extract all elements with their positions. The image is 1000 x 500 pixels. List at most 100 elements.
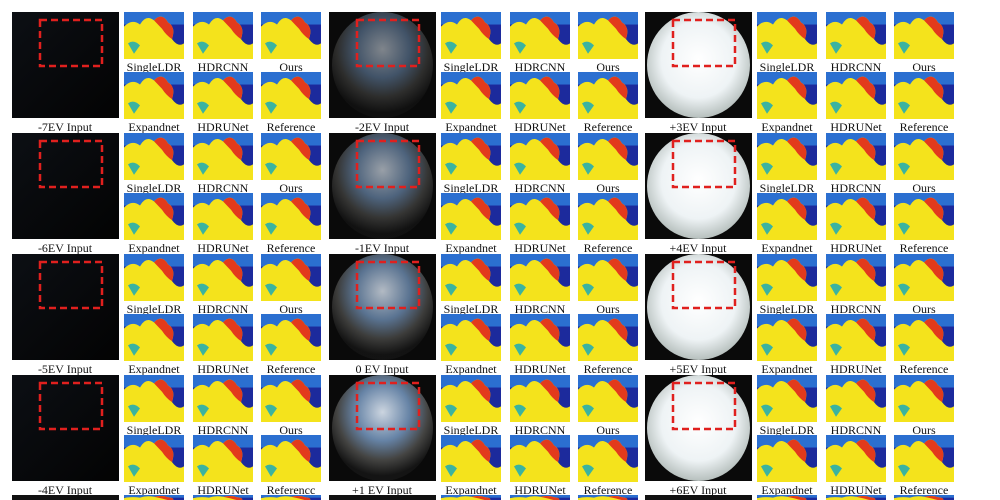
method-label: Ours [912,423,936,437]
method-label: Expandnet [761,483,813,497]
input-label: +5EV Input [670,362,728,376]
result-heatmap [261,254,321,301]
input-label: -7EV Input [38,120,93,134]
method-label: Expandnet [761,362,813,376]
method-label: SingleLDR [127,60,182,74]
input-label: -1EV Input [355,241,410,255]
result-heatmap [757,193,817,240]
method-label: Ours [279,302,303,316]
method-label: SingleLDR [444,423,499,437]
result-heatmap [261,375,321,422]
method-label: Reference [900,362,949,376]
result-heatmap [193,12,253,59]
method-label: SingleLDR [760,423,815,437]
result-heatmap [441,254,501,301]
result-heatmap [193,435,253,482]
result-heatmap [894,133,954,180]
method-label: Expandnet [445,483,497,497]
method-label: HDRCNN [831,302,882,316]
result-heatmap [757,495,817,500]
result-heatmap [894,72,954,119]
result-heatmap [826,314,886,361]
method-label: HDRCNN [831,423,882,437]
method-label: Ours [596,423,620,437]
input-label: -5EV Input [38,362,93,376]
crop-box [38,18,104,68]
result-heatmap [510,133,570,180]
result-heatmap [441,72,501,119]
method-label: SingleLDR [127,423,182,437]
method-label: SingleLDR [760,60,815,74]
input-label: +4EV Input [670,241,728,255]
result-heatmap [124,12,184,59]
input-image [12,495,119,500]
crop-box [671,260,737,310]
method-label: HDRCNN [515,60,566,74]
result-heatmap [510,254,570,301]
input-label: -4EV Input [38,483,93,497]
result-heatmap [193,72,253,119]
crop-box [671,139,737,189]
method-label: Reference [267,362,316,376]
result-heatmap [510,193,570,240]
method-label: HDRUNet [197,362,249,376]
method-label: HDRCNN [198,302,249,316]
result-heatmap [441,12,501,59]
result-heatmap [441,435,501,482]
result-heatmap [826,193,886,240]
result-heatmap [261,314,321,361]
input-label: -6EV Input [38,241,93,255]
result-heatmap [261,133,321,180]
result-heatmap [261,193,321,240]
crop-box [355,18,421,68]
input-label: 0 EV Input [355,362,409,376]
result-heatmap [261,495,321,500]
method-label: HDRUNet [830,362,882,376]
method-label: Reference [584,120,633,134]
method-label: Ours [596,181,620,195]
method-label: Ours [912,60,936,74]
result-heatmap [261,72,321,119]
method-label: HDRCNN [515,423,566,437]
method-label: HDRCNN [515,302,566,316]
method-label: HDRUNet [514,120,566,134]
result-heatmap [261,435,321,482]
result-heatmap [826,72,886,119]
method-label: SingleLDR [760,302,815,316]
result-heatmap [441,375,501,422]
result-heatmap [261,12,321,59]
result-heatmap [510,495,570,500]
result-heatmap [441,314,501,361]
result-heatmap [441,495,501,500]
method-label: Reference [267,120,316,134]
method-label: Ours [912,181,936,195]
result-heatmap [510,314,570,361]
result-heatmap [124,435,184,482]
input-label: +1 EV Input [352,483,413,497]
result-heatmap [894,314,954,361]
result-heatmap [578,435,638,482]
method-label: HDRUNet [830,120,882,134]
result-heatmap [826,12,886,59]
method-label: Reference [584,241,633,255]
input-label: +6EV Input [670,483,728,497]
crop-box [38,139,104,189]
input-label: +3EV Input [670,120,728,134]
result-heatmap [124,72,184,119]
result-heatmap [757,254,817,301]
method-label: Expandnet [761,241,813,255]
method-label: HDRUNet [197,120,249,134]
result-heatmap [578,314,638,361]
method-label: Expandnet [128,120,180,134]
method-label: HDRCNN [198,423,249,437]
crop-box [355,381,421,431]
result-heatmap [578,495,638,500]
result-heatmap [894,375,954,422]
result-heatmap [124,314,184,361]
result-heatmap [826,435,886,482]
result-heatmap [826,375,886,422]
method-label: Expandnet [761,120,813,134]
method-label: HDRUNet [514,483,566,497]
result-heatmap [757,375,817,422]
